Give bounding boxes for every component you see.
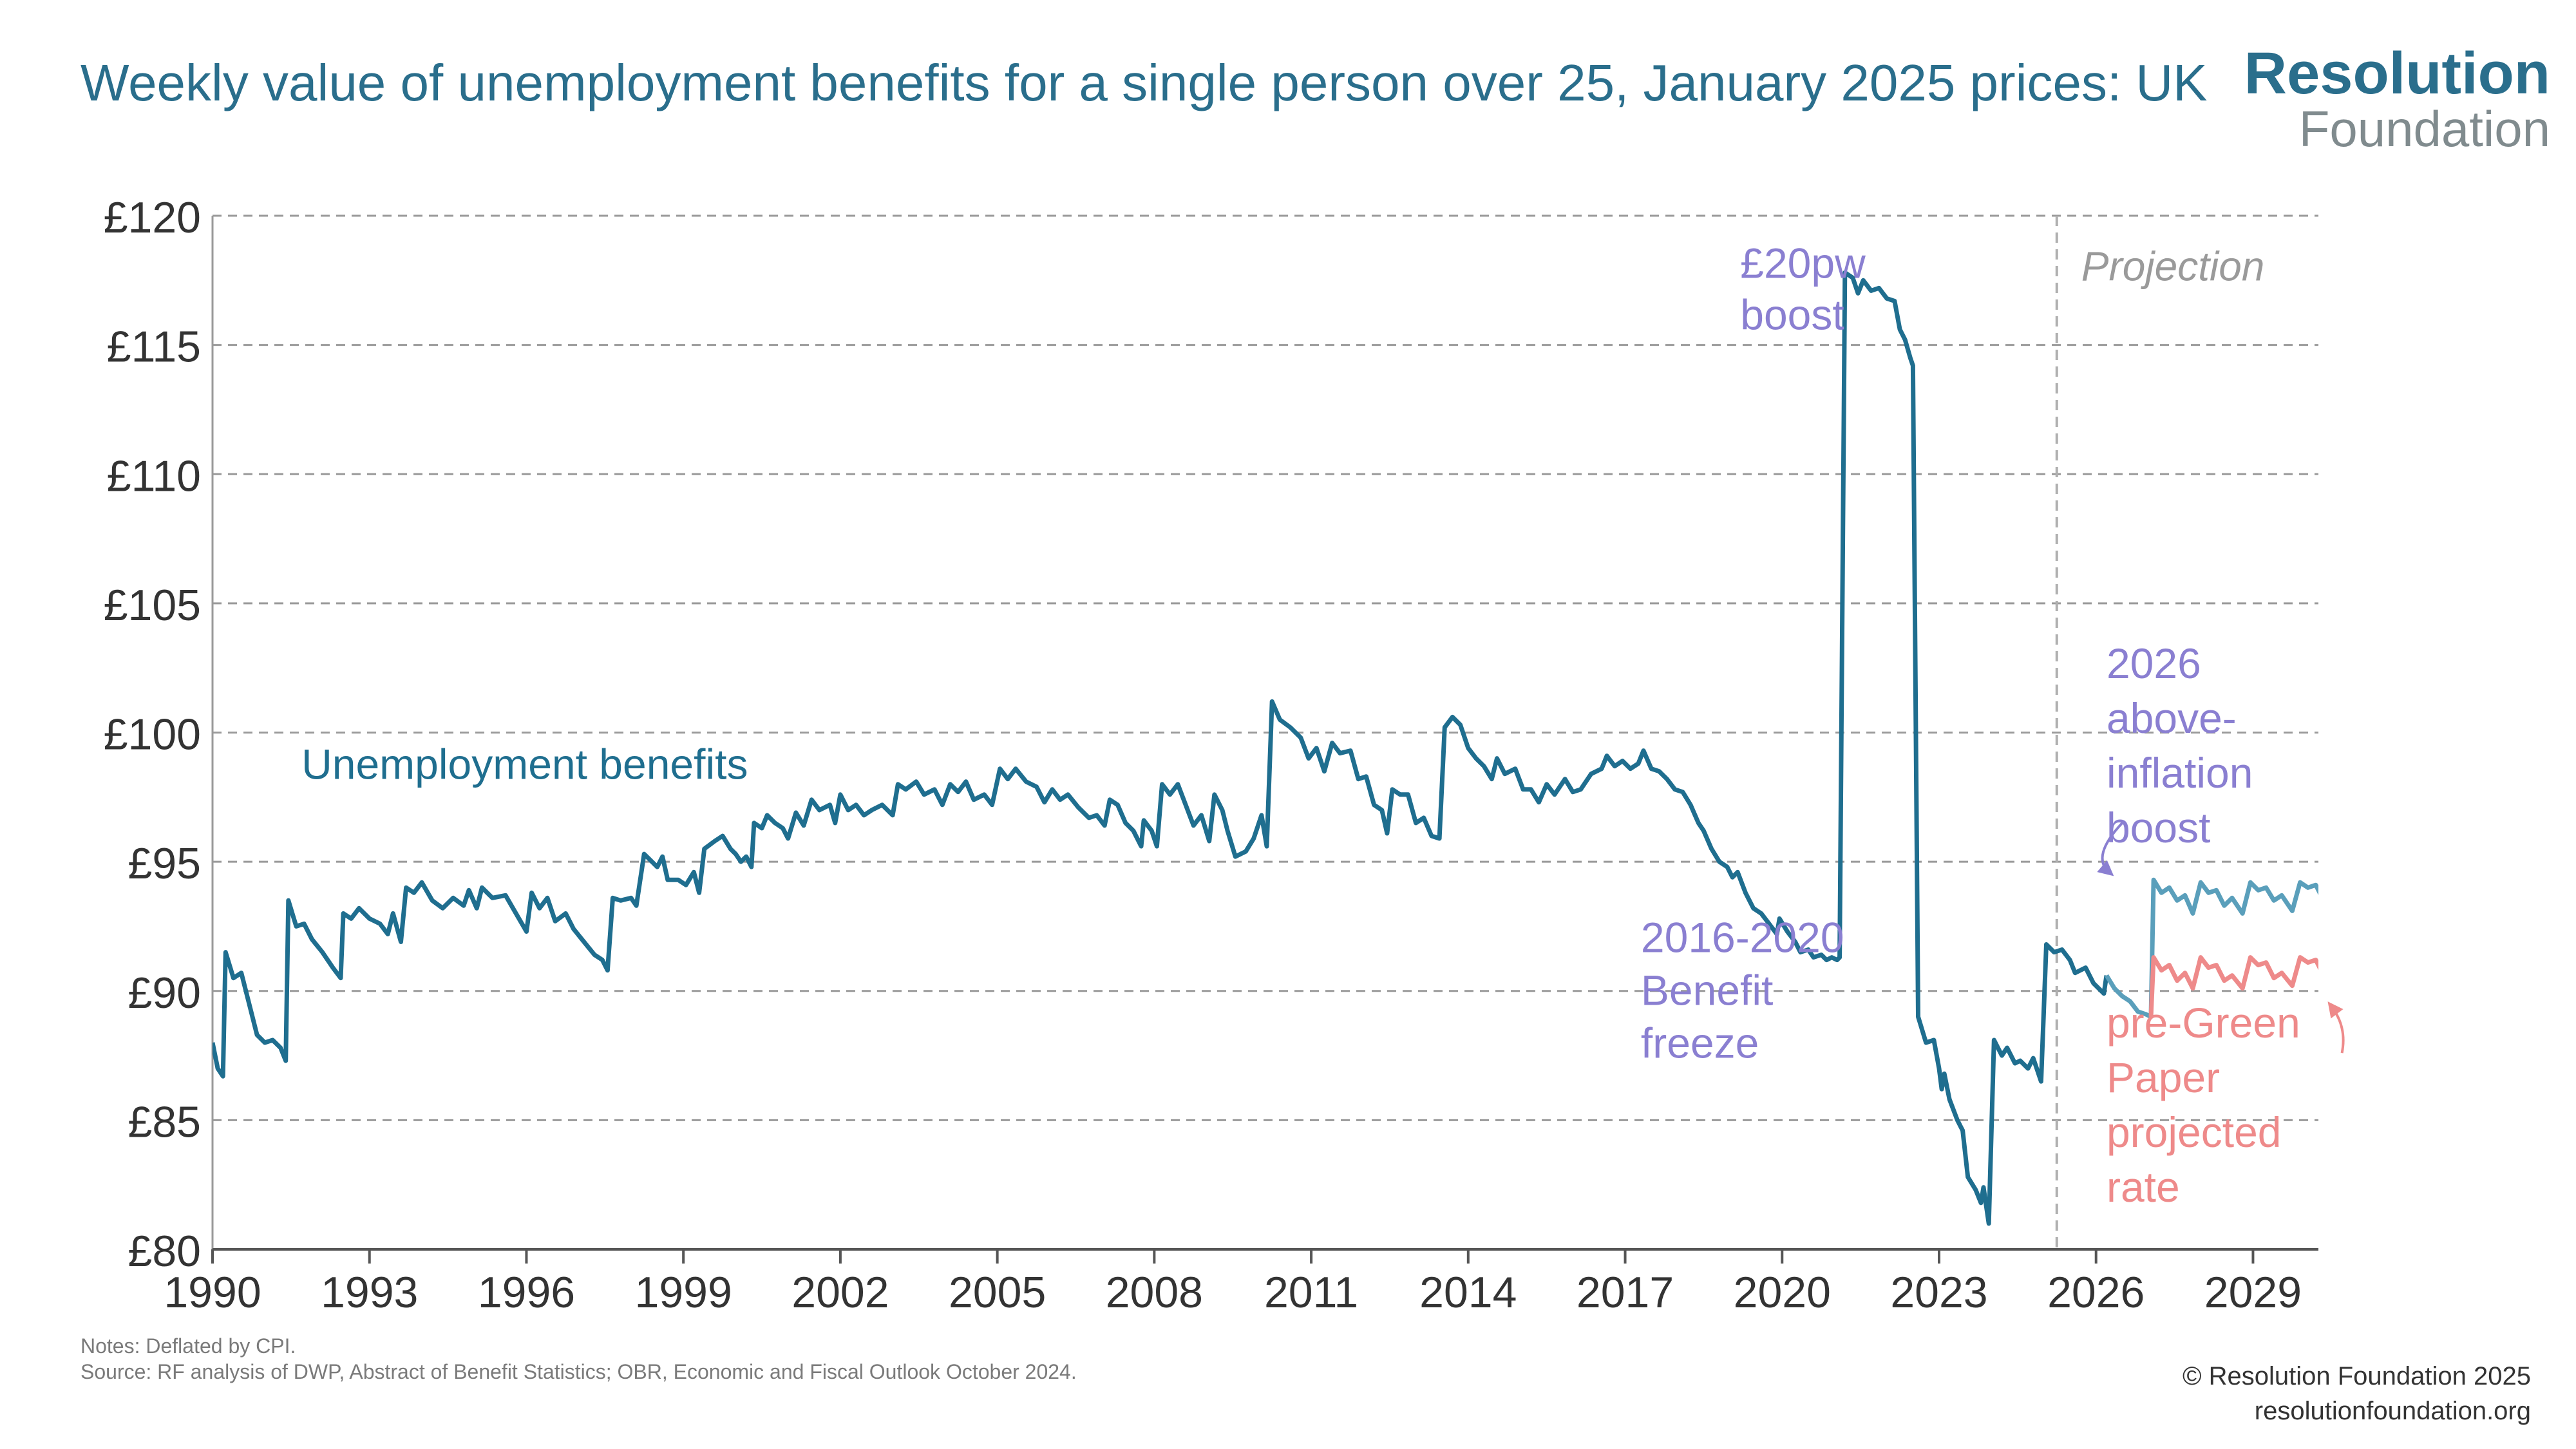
arrow-above-inflation [2097, 822, 2123, 876]
annotation-line: freeze [1641, 1019, 1759, 1067]
series-label: Unemployment benefits [301, 741, 748, 788]
line-chart: £80 £85 £90 £95 £100 £105 £110 £115 £120 1990 1993… [104, 193, 2345, 1317]
notes-line: Notes: Deflated by CPI. [80, 1334, 296, 1358]
annotation-line: boost [1740, 290, 1844, 338]
y-tick-label: £105 [104, 581, 201, 630]
series-lines [213, 270, 2318, 1226]
annotation-line: above- [2107, 694, 2237, 742]
x-tick-label: 2017 [1577, 1268, 1674, 1317]
source-line: Source: RF analysis of DWP, Abstract of … [80, 1360, 1077, 1383]
x-tick-label: 2020 [1734, 1268, 1831, 1317]
copyright-line: © Resolution Foundation 2025 [2183, 1362, 2531, 1390]
y-tick-label: £85 [128, 1097, 201, 1146]
gridlines [213, 214, 2318, 1251]
x-tick-label: 2005 [949, 1268, 1046, 1317]
chart-title: Weekly value of unemployment benefits fo… [80, 54, 2208, 111]
website-line: resolutionfoundation.org [2254, 1397, 2531, 1425]
annotation-line: inflation [2107, 749, 2253, 797]
annotation-line: rate [2107, 1163, 2180, 1211]
arrow-pre-green [2327, 1001, 2345, 1054]
x-tick-label: 2023 [1890, 1268, 1987, 1317]
annotation-line: boost [2107, 804, 2210, 851]
above-inflation-annotation: 2026 above-inflation boost [2107, 639, 2253, 851]
pre-green-annotation: pre-Green Paper projected rate [2107, 999, 2300, 1211]
series-line [2105, 877, 2318, 1019]
copyright-credit: © Resolution Foundation 2025 resolutionf… [2183, 1359, 2531, 1428]
y-tick-label: £80 [128, 1227, 201, 1276]
y-tick-label: £120 [104, 193, 201, 242]
y-tick-label: £100 [104, 710, 201, 759]
logo-wordmark-bottom: Foundation [2298, 100, 2550, 157]
y-tick-label: £90 [128, 969, 201, 1018]
x-tick-label: 2008 [1106, 1268, 1203, 1317]
x-tick-label: 2014 [1419, 1268, 1517, 1317]
logo-wordmark-top: Resolution [2244, 41, 2550, 106]
annotation-line: Benefit [1641, 967, 1773, 1014]
annotation-line: Paper [2107, 1054, 2220, 1101]
y-tick-label: £110 [107, 451, 201, 500]
axes: £80 £85 £90 £95 £100 £105 £110 £115 £120 1990 1993… [104, 193, 2318, 1317]
y-tick-label: £95 [128, 839, 201, 888]
annotation-line: 2016-2020 [1641, 914, 1844, 961]
x-tick-label: 2011 [1264, 1268, 1358, 1317]
annotation-line: pre-Green [2107, 999, 2300, 1046]
y-tick-label: £115 [107, 323, 201, 372]
resolution-foundation-logo: Resolution Foundation [2244, 44, 2550, 155]
annotation-line: £20pw [1740, 239, 1866, 287]
chart-notes: Notes: Deflated by CPI. Source: RF analy… [80, 1333, 1077, 1385]
x-tick-label: 2026 [2047, 1268, 2145, 1317]
x-tick-label: 2029 [2204, 1268, 2302, 1317]
x-tick-label: 1993 [321, 1268, 418, 1317]
annotation-line: 2026 [2107, 639, 2201, 687]
x-tick-label: 1996 [478, 1268, 575, 1317]
series-line [213, 270, 2109, 1226]
x-tick-label: 1999 [635, 1268, 732, 1317]
freeze-annotation: 2016-2020 Benefit freeze [1641, 914, 1844, 1067]
x-tick-label: 1990 [164, 1268, 261, 1317]
x-tick-label: 2002 [791, 1268, 889, 1317]
series-line [2148, 955, 2318, 1018]
projection-label: Projection [2081, 243, 2265, 289]
annotation-line: projected [2107, 1108, 2282, 1156]
